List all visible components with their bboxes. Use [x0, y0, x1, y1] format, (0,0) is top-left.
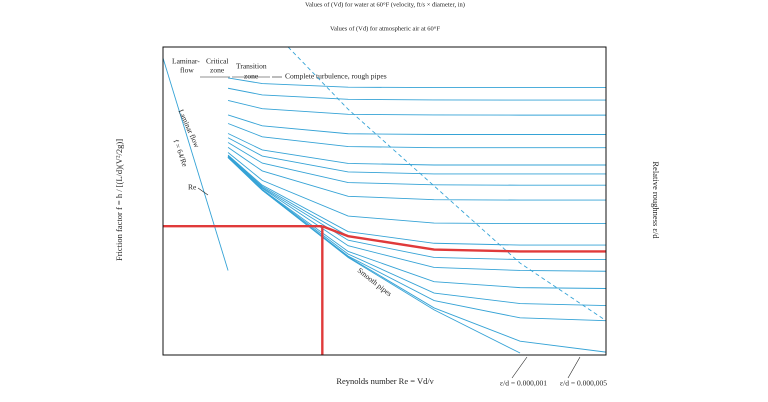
- roughness-curve: [227, 156, 606, 289]
- roughness-curve: [227, 156, 606, 307]
- roughness-curve: [227, 123, 606, 149]
- roughness-curve: [227, 137, 606, 175]
- curves: [163, 47, 606, 355]
- roughness-curve: [227, 156, 606, 322]
- annotation: ε/d = 0.000,005: [560, 379, 607, 388]
- water-axis-title: Values of (Vd) for water at 60°F (veloci…: [305, 1, 465, 8]
- roughness-curve: [227, 87, 606, 101]
- annotation: flow: [180, 66, 194, 75]
- highlight-line: [321, 225, 606, 253]
- air-axis-title: Values of (Vd) for atmospheric air at 60…: [330, 25, 440, 32]
- annotation: Laminar-: [172, 57, 200, 66]
- roughness-curve: [227, 157, 606, 353]
- annotation: zone: [244, 72, 259, 81]
- x-axis-title: Reynolds number Re = Vd/ν: [336, 376, 433, 386]
- roughness-curve: [227, 147, 606, 201]
- y-axis-title: Friction factor f = h / [(L/d)(V²/2g)]: [114, 139, 124, 261]
- y2-axis-title: Relative roughness ε/d: [651, 161, 661, 239]
- roughness-curve: [227, 154, 606, 246]
- annotation: Critical: [206, 57, 229, 66]
- roughness-curve: [227, 155, 606, 260]
- arrows: [197, 76, 581, 379]
- roughness-curve: [227, 100, 606, 116]
- smooth-curve: [227, 157, 521, 354]
- annotation: Re: [188, 183, 197, 192]
- roughness-curve: [227, 114, 606, 135]
- annotation: ε/d = 0.000,001: [500, 379, 547, 388]
- roughness-curve: [227, 152, 606, 225]
- roughness-curve: [227, 142, 606, 186]
- annotation: Complete turbulence, rough pipes: [285, 72, 387, 81]
- laminar-line: [163, 57, 229, 271]
- annotation: Transition: [236, 62, 267, 71]
- annotation: zone: [210, 66, 225, 75]
- plot-frame: [162, 46, 607, 356]
- roughness-curve: [227, 77, 606, 89]
- roughness-curve: [227, 133, 606, 166]
- roughness-curve: [227, 156, 606, 272]
- boundary-line: [287, 47, 606, 322]
- annotation: f = 64/Re: [172, 138, 190, 168]
